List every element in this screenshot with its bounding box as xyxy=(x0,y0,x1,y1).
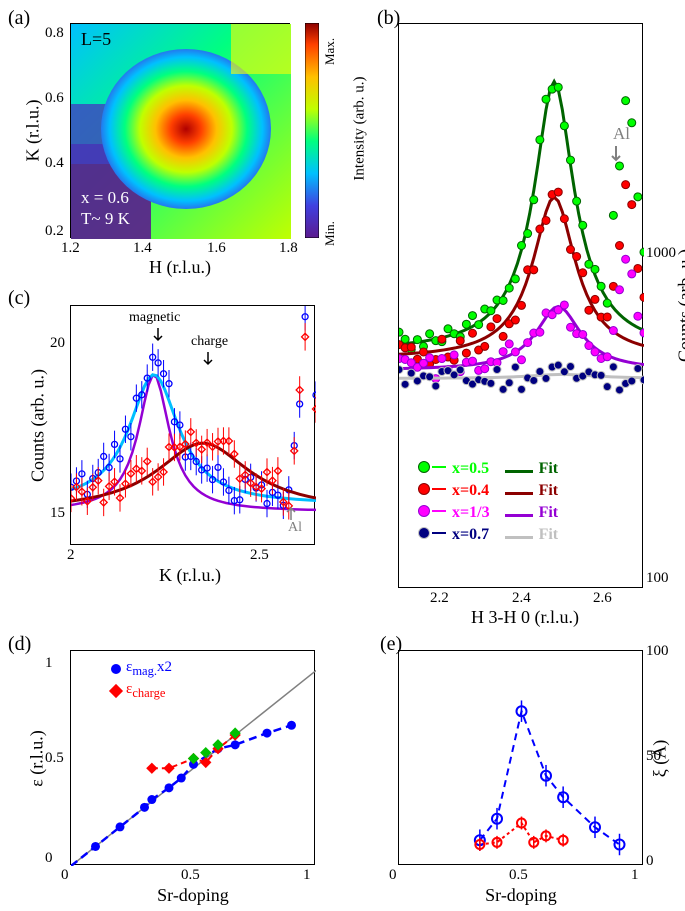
panel-a-xlabel: H (r.l.u.) xyxy=(130,257,230,278)
panel-d: εmag.x2 εcharge xyxy=(70,650,315,865)
panel-e-ylabel: ξ (Å) xyxy=(650,719,671,799)
arrow-icon xyxy=(153,328,163,346)
panel-e xyxy=(398,650,643,865)
panel-b-legend: x=0.5 Fit x=0.4 Fit x=1/3 Fit x=0.7 Fit xyxy=(411,457,563,547)
panel-e-chart xyxy=(399,651,644,866)
panel-b-al-arrow xyxy=(610,146,622,166)
tick: 1.4 xyxy=(133,240,152,257)
legend-item: εcharge xyxy=(111,681,172,701)
tick: 2.5 xyxy=(250,547,269,564)
tick: 100 xyxy=(646,643,669,660)
tick: 1 xyxy=(45,655,53,672)
tick: 0.2 xyxy=(45,223,64,240)
panel-b-xlabel: H 3-H 0 (r.l.u.) xyxy=(445,607,605,628)
arrow-icon xyxy=(203,352,213,370)
panel-c-charge-label: charge xyxy=(191,334,228,350)
tick: 1.2 xyxy=(61,240,80,257)
tick: 2 xyxy=(67,547,75,564)
panel-d-legend: εmag.x2 εcharge xyxy=(111,657,172,703)
tick: 20 xyxy=(50,335,65,352)
panel-a-colorbar xyxy=(305,23,319,238)
tick: 0.5 xyxy=(509,867,528,884)
panel-a-label: (a) xyxy=(8,7,30,30)
panel-a-L-annotation: L=5 xyxy=(81,29,111,50)
tick: 100 xyxy=(646,570,669,587)
panel-d-chart xyxy=(71,651,316,866)
tick: 0 xyxy=(45,850,53,867)
panel-d-xlabel: Sr-doping xyxy=(143,885,243,906)
panel-b: Al x=0.5 Fit x=0.4 Fit x=1/3 Fit x=0.7 F… xyxy=(398,23,643,588)
panel-a-xT-annotation: x = 0.6 T~ 9 K xyxy=(81,188,130,229)
tick: 1 xyxy=(303,867,311,884)
panel-a-ylabel: K (r.l.u.) xyxy=(23,81,44,181)
tick: 0.4 xyxy=(45,155,64,172)
tick: 1000 xyxy=(646,245,676,262)
tick: 15 xyxy=(50,505,65,522)
panel-b-label: (b) xyxy=(377,7,400,30)
tick: 0 xyxy=(389,867,397,884)
panel-d-ylabel: ε (r.l.u.) xyxy=(27,709,48,809)
colorbar-label: Intensity (arb. u.) xyxy=(352,59,369,199)
tick: 2.2 xyxy=(430,590,449,607)
panel-d-label: (d) xyxy=(8,633,31,656)
panel-c-magnetic-label: magnetic xyxy=(129,310,180,326)
colorbar-min: Min. xyxy=(322,206,338,246)
tick: 0.8 xyxy=(45,25,64,42)
tick: 2.6 xyxy=(593,590,612,607)
panel-b-al-annotation: Al xyxy=(613,124,630,144)
tick: 1 xyxy=(631,867,639,884)
panel-b-ylabel: Counts (arb. u.) xyxy=(675,226,685,386)
colorbar-max: Max. xyxy=(322,25,338,65)
panel-a: L=5 x = 0.6 T~ 9 K xyxy=(70,23,290,238)
panel-c-ylabel: Counts (arb. u.) xyxy=(28,351,49,501)
tick: 1.6 xyxy=(207,240,226,257)
tick: 0.6 xyxy=(45,90,64,107)
panel-c-label: (c) xyxy=(8,287,30,310)
arrow-icon xyxy=(286,504,296,520)
panel-c-al-annotation: Al xyxy=(288,520,302,536)
tick: 0.5 xyxy=(181,867,200,884)
figure-container: (a) xyxy=(5,5,680,906)
tick: 0 xyxy=(61,867,69,884)
tick: 0 xyxy=(646,853,654,870)
panel-c-xlabel: K (r.l.u.) xyxy=(140,565,240,586)
panel-e-xlabel: Sr-doping xyxy=(471,885,571,906)
panel-c: magnetic charge Al xyxy=(70,305,315,545)
tick: 2.4 xyxy=(512,590,531,607)
legend-item: εmag.x2 xyxy=(111,659,172,679)
tick: 0.5 xyxy=(45,750,64,767)
tick: 1.8 xyxy=(279,240,298,257)
